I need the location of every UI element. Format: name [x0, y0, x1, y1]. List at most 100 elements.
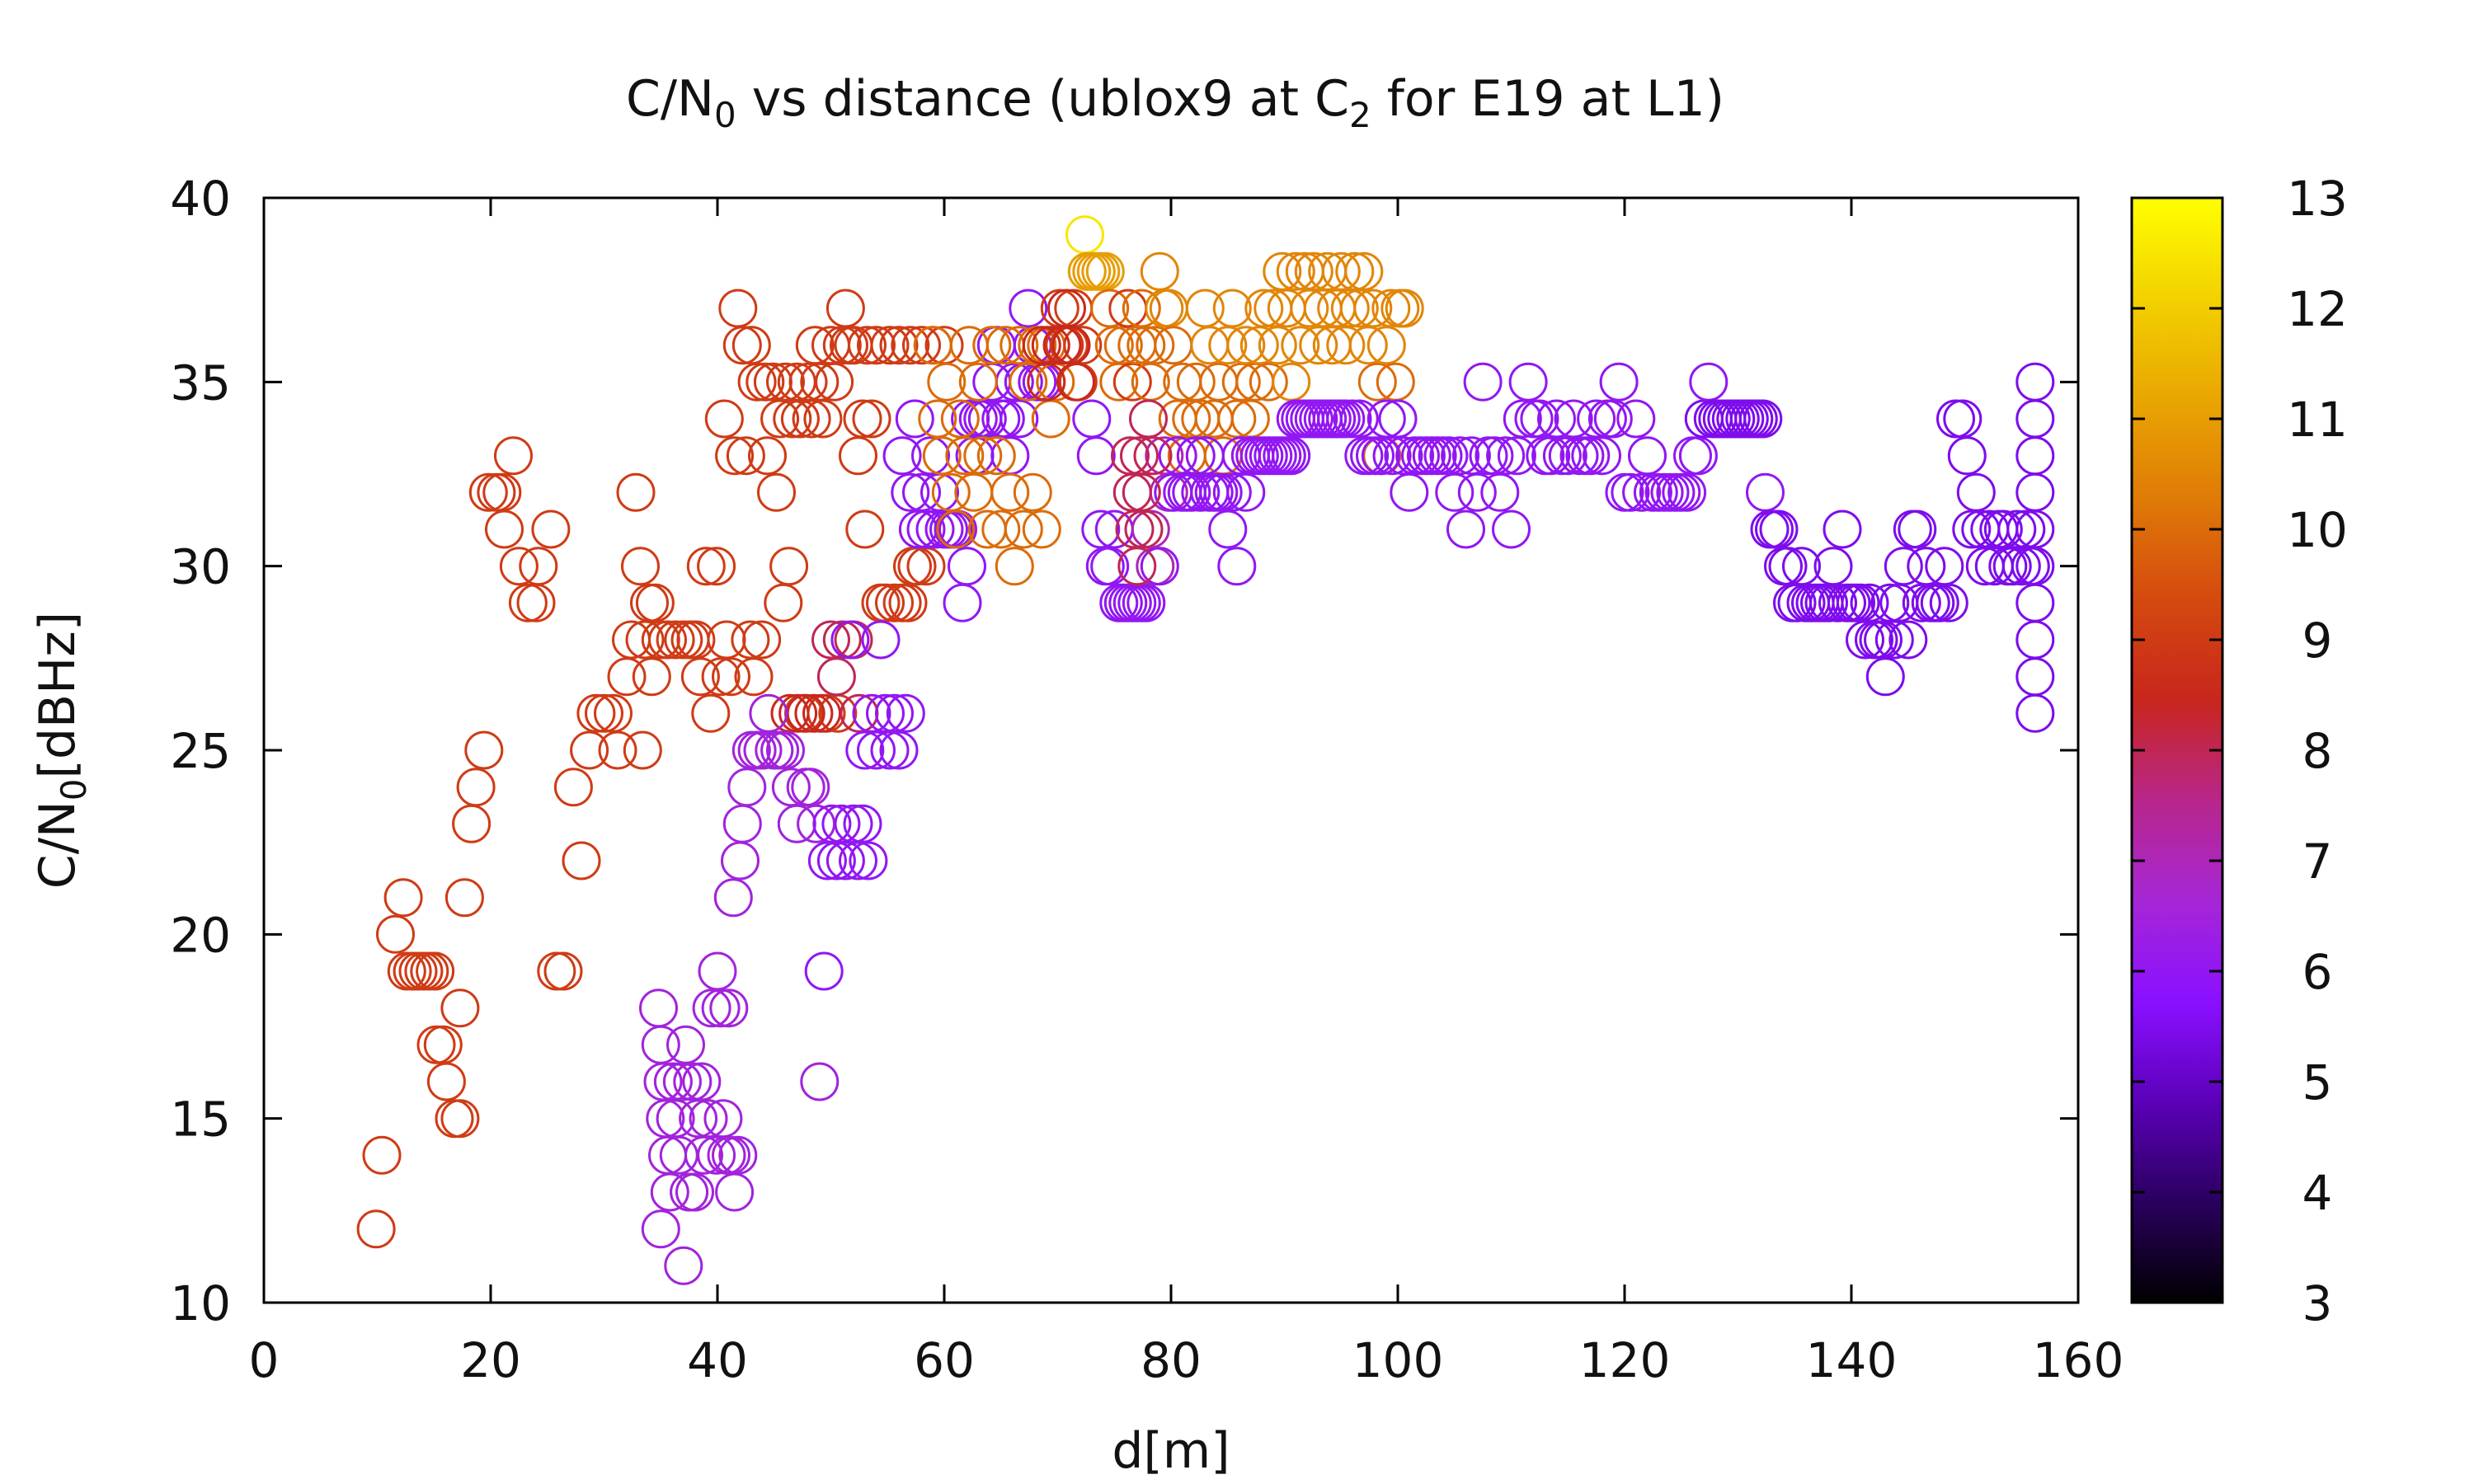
data-point [845, 510, 885, 549]
data-point [1497, 436, 1536, 476]
data-point [1212, 472, 1252, 512]
data-point [1378, 399, 1418, 439]
x-tick-label: 40 [687, 1332, 748, 1388]
data-point [1823, 510, 1862, 549]
data-point [780, 399, 820, 439]
data-point [1384, 436, 1423, 476]
data-point [416, 951, 455, 991]
data-point [1249, 362, 1288, 402]
data-point [891, 326, 930, 365]
data-point [766, 730, 805, 770]
data-point [745, 362, 785, 402]
data-point [697, 547, 736, 586]
data-point [543, 951, 583, 991]
data-point [1013, 472, 1052, 512]
data-point [811, 620, 850, 660]
data-point [1548, 436, 1587, 476]
data-point [713, 878, 753, 918]
data-point [639, 989, 678, 1028]
data-point [623, 730, 662, 770]
x-tick-label: 140 [1806, 1332, 1898, 1388]
data-point [857, 326, 896, 365]
colorbar-tick-label: 12 [2287, 281, 2348, 337]
y-tick-label: 35 [170, 355, 231, 411]
data-point [843, 399, 882, 439]
data-point [1689, 362, 1729, 402]
data-point [691, 693, 731, 733]
data-point [976, 436, 1016, 476]
colorbar-tick-label: 8 [2302, 723, 2333, 779]
data-point [704, 399, 744, 439]
data-point [2015, 399, 2055, 439]
data-point [963, 436, 1003, 476]
data-point [537, 951, 576, 991]
data-point [621, 547, 660, 586]
data-point [722, 804, 762, 843]
data-point [440, 989, 480, 1028]
title-subscript-1: 0 [714, 95, 736, 135]
data-point [712, 657, 750, 697]
data-point [701, 657, 741, 697]
y-axis-label: C/N0[dBHz] [29, 612, 94, 889]
data-point [444, 878, 484, 918]
data-point [1537, 399, 1576, 439]
data-point [686, 547, 726, 586]
data-point [1281, 326, 1320, 365]
data-point [1072, 399, 1112, 439]
colorbar-tick-label: 3 [2302, 1275, 2333, 1331]
data-point [485, 510, 524, 549]
data-point [1366, 399, 1406, 439]
data-point [1212, 289, 1252, 328]
data-point [742, 620, 782, 660]
data-point [376, 914, 415, 954]
data-point [1112, 472, 1152, 512]
data-point [1344, 251, 1384, 291]
data-point [1244, 289, 1284, 328]
title-part-1: C/N [626, 70, 714, 128]
data-point [848, 326, 887, 365]
data-point [692, 989, 731, 1028]
data-point [1956, 472, 1996, 512]
colorbar-tick-label: 11 [2287, 392, 2348, 448]
data-point [632, 657, 671, 697]
data-point [697, 1135, 736, 1175]
data-point [1486, 436, 1526, 476]
data-point [650, 1172, 689, 1212]
data-point [726, 436, 765, 476]
data-point [1333, 399, 1372, 439]
data-point [845, 730, 885, 770]
data-point [673, 1062, 713, 1101]
data-point [879, 730, 919, 770]
data-point [804, 951, 844, 991]
data-point [948, 547, 986, 586]
data-point [1888, 620, 1928, 660]
data-point [2015, 620, 2055, 660]
data-point [562, 841, 601, 881]
data-point [2006, 510, 2046, 549]
data-point [958, 362, 998, 402]
data-point [1385, 289, 1424, 328]
data-point [800, 1062, 840, 1101]
data-point [843, 804, 882, 843]
y-tick-label: 15 [170, 1092, 231, 1148]
data-point [816, 657, 856, 697]
data-point [1140, 251, 1179, 291]
chart-title: C/N0 vs distance (ublox9 at C2 for E19 a… [626, 70, 1724, 135]
data-point [1441, 436, 1480, 476]
data-point [598, 730, 637, 770]
data-point [949, 326, 989, 365]
data-point [743, 730, 783, 770]
data-point [715, 1172, 755, 1212]
data-point [734, 657, 774, 697]
data-point [709, 989, 749, 1028]
data-point [1593, 399, 1633, 439]
data-point [825, 289, 865, 328]
data-point [749, 693, 788, 733]
data-point [972, 326, 1012, 365]
data-point [791, 768, 830, 807]
data-point [906, 510, 946, 549]
data-point [936, 510, 976, 549]
data-point [641, 1209, 680, 1249]
data-point [1480, 472, 1520, 512]
